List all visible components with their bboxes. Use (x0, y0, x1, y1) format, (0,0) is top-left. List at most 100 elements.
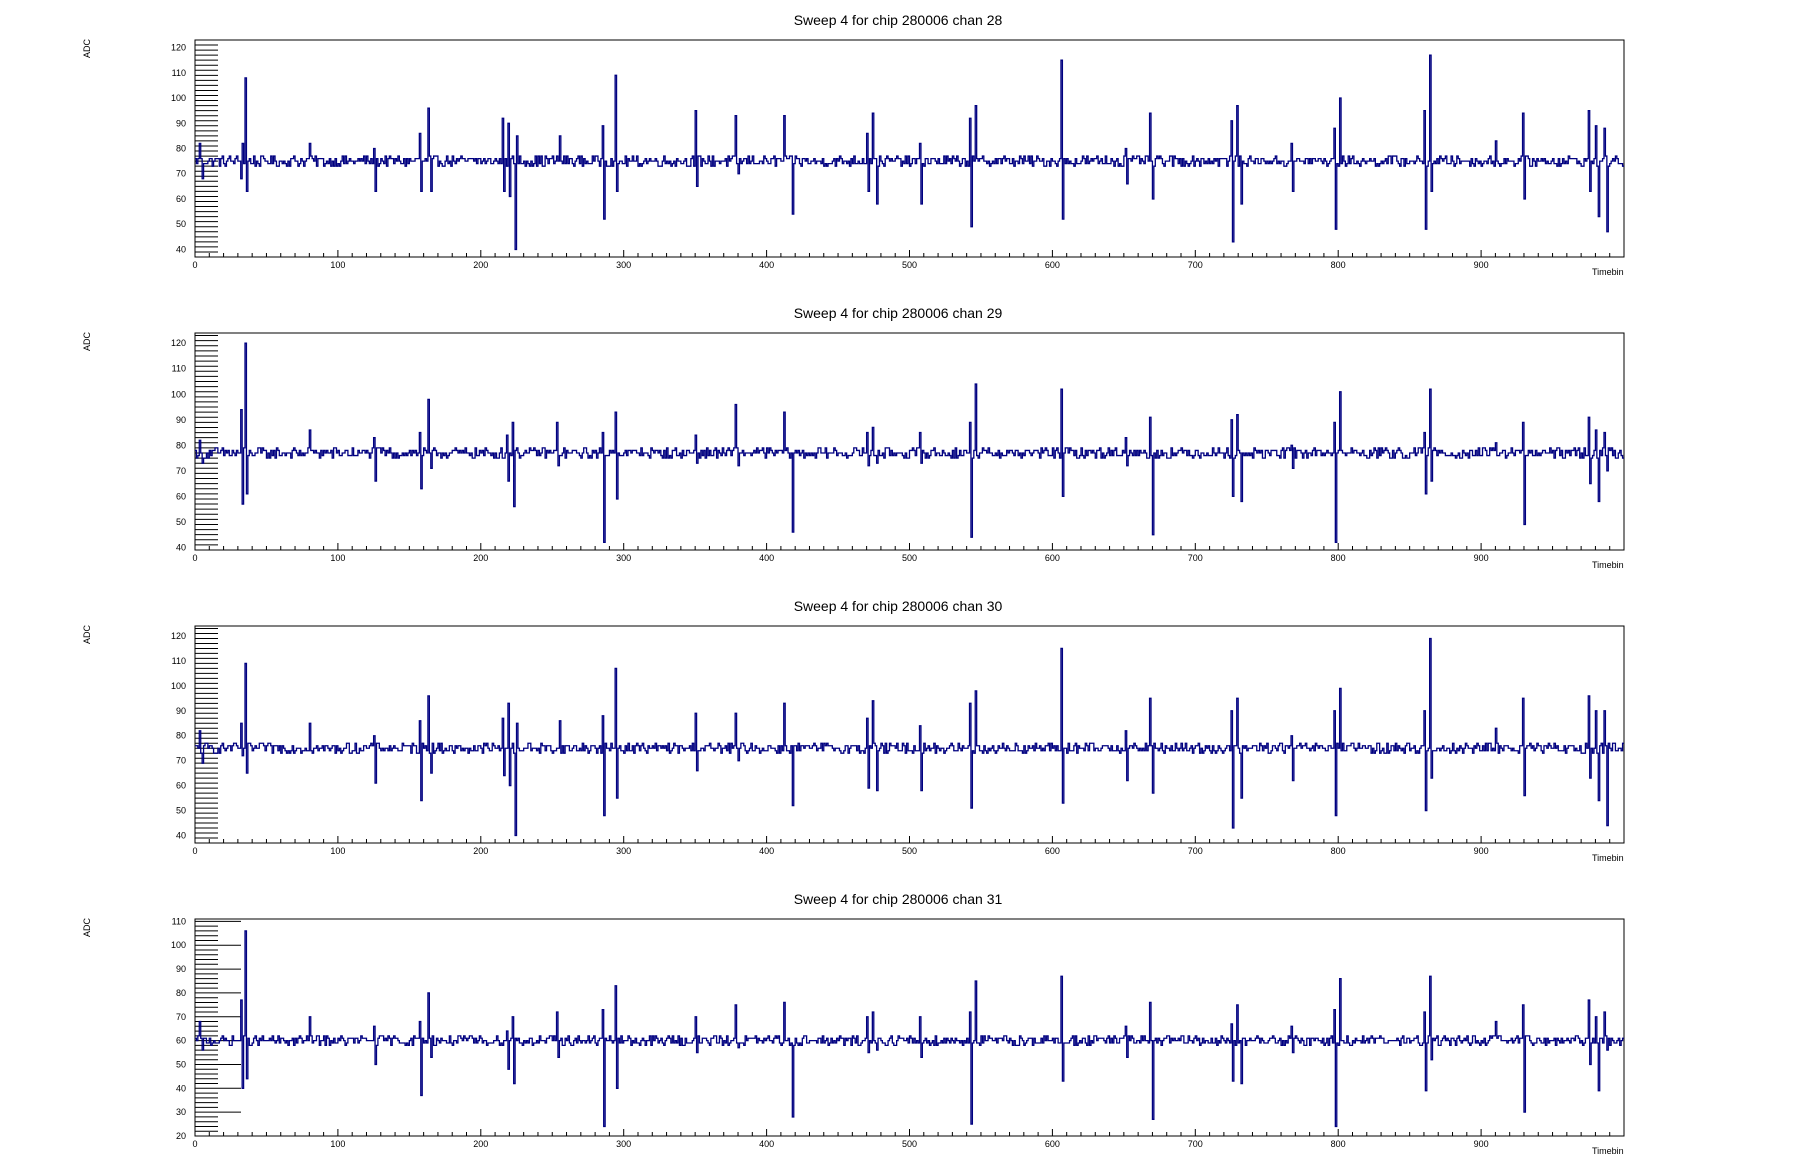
y-tick-label: 100 (171, 940, 186, 950)
plot-frame (194, 918, 1625, 1137)
y-tick-label: 80 (176, 440, 186, 450)
x-tick-label: 400 (759, 846, 774, 856)
x-tick-label: 100 (330, 260, 345, 270)
x-tick-label: 400 (759, 553, 774, 563)
chart-title: Sweep 4 for chip 280006 chan 31 (793, 891, 1003, 907)
x-tick-label: 600 (1045, 260, 1060, 270)
x-tick-label: 500 (902, 846, 917, 856)
x-tick-label: 0 (192, 553, 197, 563)
plot-frame (194, 39, 1625, 258)
x-tick-label: 700 (1188, 1139, 1203, 1149)
x-tick-label: 900 (1474, 846, 1489, 856)
y-tick-label: 50 (176, 219, 186, 229)
y-tick-label: 80 (176, 144, 186, 154)
chart-title: Sweep 4 for chip 280006 chan 29 (793, 305, 1003, 321)
plot-frame (194, 625, 1625, 844)
y-tick-label: 40 (176, 542, 186, 552)
x-tick-label: 500 (902, 553, 917, 563)
y-tick-label: 100 (171, 681, 186, 691)
x-tick-label: 600 (1045, 1139, 1060, 1149)
chart-title: Sweep 4 for chip 280006 chan 30 (793, 598, 1003, 614)
x-tick-label: 200 (473, 260, 488, 270)
adc-series-line (195, 342, 1624, 543)
x-tick-label: 800 (1331, 846, 1346, 856)
y-tick-label: 60 (176, 781, 186, 791)
x-tick-label: 300 (616, 260, 631, 270)
y-tick-label: 50 (176, 517, 186, 527)
chart-panel: Sweep 4 for chip 280006 chan 28 ADC Timebi… (0, 0, 1796, 293)
y-tick-label: 40 (176, 244, 186, 254)
x-tick-label: 400 (759, 260, 774, 270)
adc-series-line (195, 54, 1624, 251)
x-tick-label: 900 (1474, 1139, 1489, 1149)
x-tick-label: 800 (1331, 260, 1346, 270)
y-tick-label: 20 (176, 1131, 186, 1141)
plot-svg: 40 50 60 70 80 90 100 110 120 0 100 200 300 400 500 600… (171, 332, 1625, 563)
x-tick-label: 300 (616, 846, 631, 856)
x-tick-label: 0 (192, 260, 197, 270)
x-tick-label: 800 (1331, 553, 1346, 563)
y-tick-label: 110 (172, 656, 186, 666)
y-tick-label: 120 (171, 43, 186, 53)
y-tick-label: 120 (171, 631, 186, 641)
chart-panel: Sweep 4 for chip 280006 chan 30 ADC Timebi… (0, 586, 1796, 879)
x-tick-label: 700 (1188, 553, 1203, 563)
chart-panel: Sweep 4 for chip 280006 chan 29 ADC Timebi… (0, 293, 1796, 586)
plot-svg: 20 30 40 50 60 70 80 90 100 110 0 100 200 300 400 500 60… (171, 916, 1625, 1149)
x-tick-label: 400 (759, 1139, 774, 1149)
x-tick-label: 300 (616, 1139, 631, 1149)
y-tick-label: 90 (176, 118, 186, 128)
y-tick-label: 50 (176, 1059, 186, 1069)
x-tick-label: 0 (192, 1139, 197, 1149)
x-tick-label: 100 (330, 1139, 345, 1149)
y-tick-label: 90 (176, 415, 186, 425)
x-tick-label: 500 (902, 260, 917, 270)
x-tick-label: 900 (1474, 260, 1489, 270)
y-tick-label: 70 (176, 756, 186, 766)
y-tick-label: 100 (171, 93, 186, 103)
plot-svg: 40 50 60 70 80 90 100 110 120 0 100 200 300 400 500 600… (171, 39, 1625, 270)
y-tick-label: 70 (176, 1012, 186, 1022)
y-tick-label: 110 (172, 916, 186, 926)
y-tick-label: 70 (176, 169, 186, 179)
y-tick-label: 90 (176, 706, 186, 716)
x-axis-label: Timebin (1592, 853, 1624, 863)
plot-svg: 40 50 60 70 80 90 100 110 120 0 100 200 300 400 500 600… (171, 625, 1625, 856)
y-tick-label: 60 (176, 1036, 186, 1046)
x-axis-label: Timebin (1592, 560, 1624, 570)
x-tick-label: 200 (473, 1139, 488, 1149)
adc-series-line (195, 930, 1624, 1128)
x-tick-label: 100 (330, 553, 345, 563)
x-tick-label: 700 (1188, 260, 1203, 270)
y-tick-label: 80 (176, 731, 186, 741)
x-tick-label: 200 (473, 553, 488, 563)
x-tick-label: 0 (192, 846, 197, 856)
y-tick-label: 40 (176, 831, 186, 841)
chart-title: Sweep 4 for chip 280006 chan 28 (793, 12, 1003, 28)
x-tick-label: 600 (1045, 553, 1060, 563)
y-tick-label: 40 (176, 1083, 186, 1093)
x-tick-label: 300 (616, 553, 631, 563)
y-tick-label: 110 (172, 364, 186, 374)
y-tick-label: 60 (176, 194, 186, 204)
y-tick-label: 110 (172, 68, 186, 78)
x-tick-label: 600 (1045, 846, 1060, 856)
y-tick-label: 50 (176, 806, 186, 816)
y-tick-label: 120 (171, 338, 186, 348)
x-axis-label: Timebin (1592, 267, 1624, 277)
y-tick-label: 80 (176, 988, 186, 998)
y-tick-label: 30 (176, 1107, 186, 1117)
x-tick-label: 500 (902, 1139, 917, 1149)
x-axis-label: Timebin (1592, 1146, 1624, 1156)
chart-panel: Sweep 4 for chip 280006 chan 31 ADC Timebi… (0, 879, 1796, 1172)
x-tick-label: 700 (1188, 846, 1203, 856)
y-tick-label: 90 (176, 964, 186, 974)
x-tick-label: 100 (330, 846, 345, 856)
plot-frame (194, 332, 1625, 551)
y-tick-label: 100 (171, 389, 186, 399)
x-tick-label: 800 (1331, 1139, 1346, 1149)
y-tick-label: 60 (176, 491, 186, 501)
x-tick-label: 200 (473, 846, 488, 856)
y-tick-label: 70 (176, 466, 186, 476)
adc-series-line (195, 637, 1624, 837)
